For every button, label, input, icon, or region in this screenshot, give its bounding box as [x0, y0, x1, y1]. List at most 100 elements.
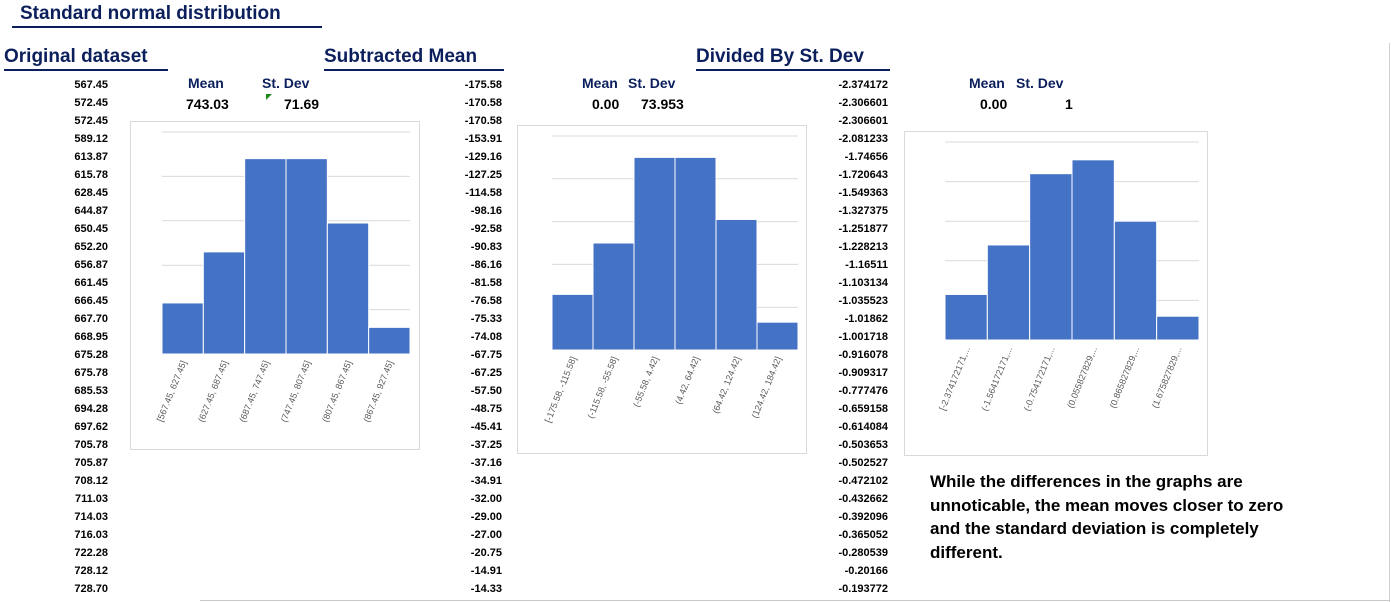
- histogram-bar[interactable]: [202, 251, 246, 355]
- divided-value-cell[interactable]: -0.193772: [838, 583, 888, 595]
- original-value-cell[interactable]: 613.87: [74, 151, 108, 163]
- original-value-cell[interactable]: 650.45: [74, 223, 108, 235]
- divided-value-cell[interactable]: -1.103134: [838, 277, 888, 289]
- histogram-bar[interactable]: [368, 326, 411, 355]
- original-value-cell[interactable]: 714.03: [74, 511, 108, 523]
- subtracted-value-cell[interactable]: -90.83: [470, 241, 502, 253]
- subtracted-value-cell[interactable]: -75.33: [470, 313, 502, 325]
- histogram-divided[interactable]: [-2.374172171,... (-1.564172171,... (-0.75…: [904, 131, 1208, 456]
- original-value-cell[interactable]: 728.12: [74, 565, 108, 577]
- histogram-bar[interactable]: [244, 158, 287, 355]
- histogram-bar[interactable]: [551, 293, 594, 351]
- divided-mean-value[interactable]: 0.00: [980, 96, 1008, 112]
- subtracted-value-cell[interactable]: -27.00: [470, 529, 502, 541]
- subtracted-value-cell[interactable]: -37.16: [470, 457, 502, 469]
- subtracted-value-cell[interactable]: -129.16: [464, 151, 502, 163]
- histogram-bar[interactable]: [756, 321, 799, 351]
- original-value-cell[interactable]: 589.12: [74, 133, 108, 145]
- original-value-cell[interactable]: 615.78: [74, 169, 108, 181]
- original-value-cell[interactable]: 722.28: [74, 547, 108, 559]
- subtracted-value-cell[interactable]: -86.16: [470, 259, 502, 271]
- original-value-cell[interactable]: 685.53: [74, 385, 108, 397]
- divided-value-cell[interactable]: -1.74656: [844, 151, 888, 163]
- subtracted-value-cell[interactable]: -170.58: [464, 97, 502, 109]
- subtracted-value-cell[interactable]: -14.33: [470, 583, 502, 595]
- original-value-cell[interactable]: 661.45: [74, 277, 108, 289]
- histogram-original[interactable]: [567.45, 627.45] (627.45, 687.45] (687.45,…: [130, 121, 420, 450]
- histogram-bar[interactable]: [1029, 173, 1073, 341]
- original-value-cell[interactable]: 705.78: [74, 439, 108, 451]
- original-value-cell[interactable]: 675.28: [74, 349, 108, 361]
- original-value-cell[interactable]: 652.20: [74, 241, 108, 253]
- histogram-subtracted[interactable]: [-175.58, -115.58] (-115.58, -55.58] (-55.…: [517, 125, 807, 454]
- original-value-cell[interactable]: 656.87: [74, 259, 108, 271]
- subtracted-value-cell[interactable]: -81.58: [470, 277, 502, 289]
- subtracted-value-cell[interactable]: -74.08: [470, 331, 502, 343]
- divided-value-cell[interactable]: -1.035523: [838, 295, 888, 307]
- original-value-cell[interactable]: 667.70: [74, 313, 108, 325]
- divided-stdev-value[interactable]: 1: [1065, 96, 1073, 112]
- divided-value-cell[interactable]: -1.16511: [845, 259, 888, 271]
- histogram-bar[interactable]: [986, 244, 1031, 341]
- subtracted-value-cell[interactable]: -127.25: [464, 169, 502, 181]
- original-value-cell[interactable]: 628.45: [74, 187, 108, 199]
- subtracted-value-cell[interactable]: -175.58: [464, 79, 502, 91]
- subtracted-value-cell[interactable]: -37.25: [470, 439, 502, 451]
- histogram-bar[interactable]: [285, 158, 328, 355]
- subtracted-value-cell[interactable]: -14.91: [470, 565, 502, 577]
- divided-value-cell[interactable]: -2.374172: [838, 79, 888, 91]
- original-value-cell[interactable]: 572.45: [74, 115, 108, 127]
- subtracted-value-cell[interactable]: -67.25: [470, 367, 502, 379]
- histogram-bar[interactable]: [1156, 315, 1200, 341]
- divided-value-cell[interactable]: -0.365052: [838, 529, 888, 541]
- divided-value-cell[interactable]: -1.549363: [838, 187, 888, 199]
- subtracted-value-cell[interactable]: -98.16: [470, 205, 502, 217]
- divided-value-cell[interactable]: -1.001718: [838, 331, 888, 343]
- subtracted-value-cell[interactable]: -45.41: [470, 421, 502, 433]
- original-value-cell[interactable]: 644.87: [74, 205, 108, 217]
- subtracted-value-cell[interactable]: -20.75: [470, 547, 502, 559]
- divided-value-cell[interactable]: -0.659158: [838, 403, 888, 415]
- original-value-cell[interactable]: 668.95: [74, 331, 108, 343]
- divided-value-cell[interactable]: -0.503653: [838, 439, 888, 451]
- divided-value-cell[interactable]: -0.777476: [838, 385, 888, 397]
- divided-value-cell[interactable]: -0.392096: [838, 511, 888, 523]
- original-value-cell[interactable]: 728.70: [74, 583, 108, 595]
- divided-value-cell[interactable]: -2.306601: [838, 115, 888, 127]
- divided-value-cell[interactable]: -1.01862: [844, 313, 888, 325]
- original-value-cell[interactable]: 697.62: [74, 421, 108, 433]
- divided-value-cell[interactable]: -0.916078: [838, 349, 888, 361]
- subtracted-mean-value[interactable]: 0.00: [592, 96, 620, 112]
- original-value-cell[interactable]: 666.45: [74, 295, 108, 307]
- histogram-bar[interactable]: [1113, 220, 1158, 341]
- divided-value-cell[interactable]: -2.306601: [838, 97, 888, 109]
- subtracted-value-cell[interactable]: -170.58: [464, 115, 502, 127]
- original-value-cell[interactable]: 716.03: [74, 529, 108, 541]
- subtracted-value-cell[interactable]: -114.58: [465, 187, 502, 199]
- divided-value-cell[interactable]: -1.251877: [838, 223, 888, 235]
- subtracted-value-cell[interactable]: -57.50: [470, 385, 502, 397]
- original-value-cell[interactable]: 675.78: [74, 367, 108, 379]
- original-value-cell[interactable]: 567.45: [74, 79, 108, 91]
- histogram-bar[interactable]: [161, 302, 204, 355]
- original-stdev-value[interactable]: 71.69: [284, 96, 320, 112]
- divided-value-cell[interactable]: -1.720643: [838, 169, 888, 181]
- divided-value-cell[interactable]: -0.20166: [844, 565, 888, 577]
- histogram-bar[interactable]: [1071, 159, 1115, 341]
- subtracted-value-cell[interactable]: -67.75: [470, 349, 502, 361]
- divided-value-cell[interactable]: -0.909317: [838, 367, 888, 379]
- original-value-cell[interactable]: 572.45: [74, 97, 108, 109]
- histogram-bar[interactable]: [715, 218, 758, 351]
- original-value-cell[interactable]: 708.12: [74, 475, 108, 487]
- divided-value-cell[interactable]: -2.081233: [838, 133, 888, 145]
- original-value-cell[interactable]: 705.87: [74, 457, 108, 469]
- subtracted-value-cell[interactable]: -34.91: [470, 475, 502, 487]
- divided-value-cell[interactable]: -0.432662: [838, 493, 888, 505]
- histogram-bar[interactable]: [674, 156, 717, 351]
- divided-value-cell[interactable]: -0.502527: [838, 457, 888, 469]
- original-mean-value[interactable]: 743.03: [186, 96, 229, 112]
- histogram-bar[interactable]: [592, 242, 635, 351]
- divided-value-cell[interactable]: -0.614084: [838, 421, 888, 433]
- divided-value-cell[interactable]: -1.327375: [838, 205, 888, 217]
- divided-value-cell[interactable]: -1.228213: [838, 241, 888, 253]
